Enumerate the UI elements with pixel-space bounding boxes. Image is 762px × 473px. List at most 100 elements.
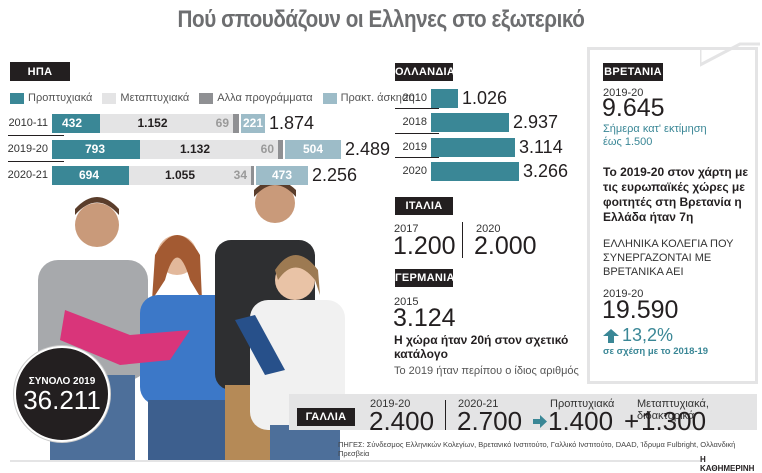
usa-tag: ΗΠΑ [10, 63, 70, 81]
bar-internship: 504 [285, 139, 341, 159]
arrow-up-icon [603, 328, 619, 343]
total-value: 36.211 [23, 385, 101, 415]
bar-other [278, 139, 283, 159]
france-year-2: 2020-21 [458, 398, 499, 410]
uk-estimate-line1: Σήμερα κατ' εκτίμηση [603, 123, 707, 135]
italy-year-2: 2020 [476, 223, 501, 235]
netherlands-tag: ΟΛΛΑΝΔΙΑ [395, 63, 455, 81]
usa-legend: Προπτυχιακά Μεταπτυχιακά Αλλα προγράμματ… [10, 92, 425, 104]
legend-swatch [10, 92, 24, 104]
page-title: Πού σπουδάζουν οι Ελληνες στο εξωτερικό [177, 6, 585, 33]
legend-swatch [102, 92, 117, 104]
row-year: 2018 [402, 116, 427, 128]
bar-other-label: 60 [250, 139, 278, 159]
row-year: 2020 [402, 165, 427, 177]
uk-note-bold: Το 2019-20 στον χάρτη με τις ευρωπαϊκές … [603, 165, 749, 224]
france-panel [289, 394, 757, 430]
uk-panel-notch [700, 42, 760, 67]
usa-row: 2010-11 432 1.152 69 221 1.874 [0, 113, 314, 133]
nl-row: 2019 3.114 [397, 137, 563, 157]
legend-other: Αλλα προγράμματα [199, 92, 313, 104]
sources: ΠΗΓΕΣ: Σύνδεσμος Ελληνικών Κολεγίων, Βρε… [338, 440, 736, 458]
legend-label: Αλλα προγράμματα [217, 92, 313, 104]
bottom-rule [10, 460, 700, 462]
nl-bar [431, 137, 515, 157]
row-year: 2019-20 [7, 143, 48, 155]
nl-bar [431, 88, 458, 108]
nl-row: 2020 3.266 [397, 161, 568, 181]
row-divider [395, 133, 439, 134]
france-postgrad-label: Μεταπτυχιακά, διδακτορικά [637, 398, 709, 422]
bar-other [233, 113, 239, 133]
row-year: 2019 [402, 141, 427, 153]
france-plus: + [624, 406, 640, 436]
legend-label: Προπτυχιακά [28, 92, 93, 104]
germany-note: Το 2019 ήταν περίπου ο ίδιος αριθμός [394, 365, 579, 377]
uk-change-value: 13,2% [622, 325, 674, 345]
usa-tag-rule [10, 62, 70, 63]
italy-tag: ΙΤΑΛΙΑ [395, 197, 453, 215]
bar-internship: 473 [256, 165, 308, 185]
row-divider [8, 161, 64, 162]
arrow-right-icon [533, 415, 547, 428]
uk-value: 9.645 [602, 94, 665, 122]
nl-value: 2.937 [513, 111, 559, 132]
france-postgrad-value: 1.300 [641, 406, 707, 436]
germany-note-bold: Η χώρα ήταν 20ή στον σχετικό κατάλογο [394, 333, 569, 362]
total-label: ΣΥΝΟΛΟ 2019 [28, 376, 96, 387]
nl-bar [431, 112, 509, 132]
uk-colleges-year: 2019-20 [603, 288, 644, 300]
france-undergrad-label: Προπτυχιακά [550, 398, 615, 410]
row-year: 2010-11 [8, 117, 48, 129]
nl-value: 1.026 [462, 87, 508, 108]
legend-undergrad: Προπτυχιακά [10, 92, 92, 104]
uk-colleges-value: 19.590 [602, 296, 679, 324]
italy-year-1: 2017 [394, 223, 419, 235]
uk-panel [587, 47, 758, 384]
germany-year: 2015 [394, 296, 419, 308]
uk-tag: ΒΡΕΤΑΝΙΑ [603, 63, 663, 81]
row-divider [395, 108, 439, 109]
nl-row: 2010 1.026 [397, 88, 507, 108]
legend-label: Πρακτ. άσκηση [340, 92, 415, 104]
legend-label: Μεταπτυχιακά [120, 92, 190, 104]
usa-row: 2019-20 793 1.132 60 504 2.489 [0, 139, 390, 159]
bar-undergrad: 432 [52, 113, 100, 133]
row-year: 2020-21 [7, 169, 48, 181]
uk-estimate-line2: έως 1.500 [603, 135, 653, 148]
legend-postgrad: Μεταπτυχιακά [102, 92, 189, 104]
france-year-1: 2019-20 [370, 398, 411, 410]
germany-value: 3.124 [393, 304, 456, 332]
france-divider [445, 400, 446, 430]
bar-undergrad: 793 [52, 139, 140, 159]
italy-divider [462, 222, 463, 258]
france-tag: ΓΑΛΛΙΑ [297, 408, 355, 426]
total-badge: ΣΥΝΟΛΟ 2019 36.211 [14, 346, 110, 442]
italy-value-2: 2.000 [474, 232, 537, 260]
bar-postgrad: 1.055 [129, 165, 231, 185]
usa-row: 2020-21 694 1.055 34 473 2.256 [0, 165, 357, 185]
legend-internship: Πρακτ. άσκηση [322, 92, 415, 104]
row-total: 2.489 [345, 138, 391, 159]
bar-other [251, 165, 254, 185]
uk-year: 2019-20 [603, 87, 644, 99]
bar-other-label: 69 [205, 113, 233, 133]
france-value-1: 2.400 [369, 406, 435, 436]
row-total: 2.256 [312, 164, 358, 185]
row-divider [395, 157, 439, 158]
bar-postgrad: 1.152 [100, 113, 205, 133]
publisher-credit: Η ΚΑΘΗΜΕΡΙΝΗ [700, 455, 755, 473]
legend-swatch [199, 92, 214, 104]
row-year: 2010 [402, 92, 427, 104]
uk-change: 13,2% [603, 325, 673, 346]
uk-estimate: Σήμερα κατ' εκτίμηση έως 1.500 [603, 123, 707, 148]
germany-tag: ΓΕΡΜΑΝΙΑ [395, 269, 454, 287]
bar-undergrad: 694 [52, 165, 129, 185]
france-undergrad-value: 1.400 [548, 406, 614, 436]
uk-change-note: σε σχέση με το 2018-19 [603, 346, 709, 357]
nl-row: 2018 2.937 [397, 112, 558, 132]
legend-swatch [322, 92, 337, 104]
bar-postgrad: 1.132 [140, 139, 250, 159]
nl-value: 3.114 [519, 136, 563, 157]
uk-colleges-heading: ΕΛΛΗΝΙΚΑ ΚΟΛΕΓΙΑ ΠΟΥ ΣΥΝΕΡΓΑΖΟΝΤΑΙ ΜΕ ΒΡ… [603, 238, 734, 278]
